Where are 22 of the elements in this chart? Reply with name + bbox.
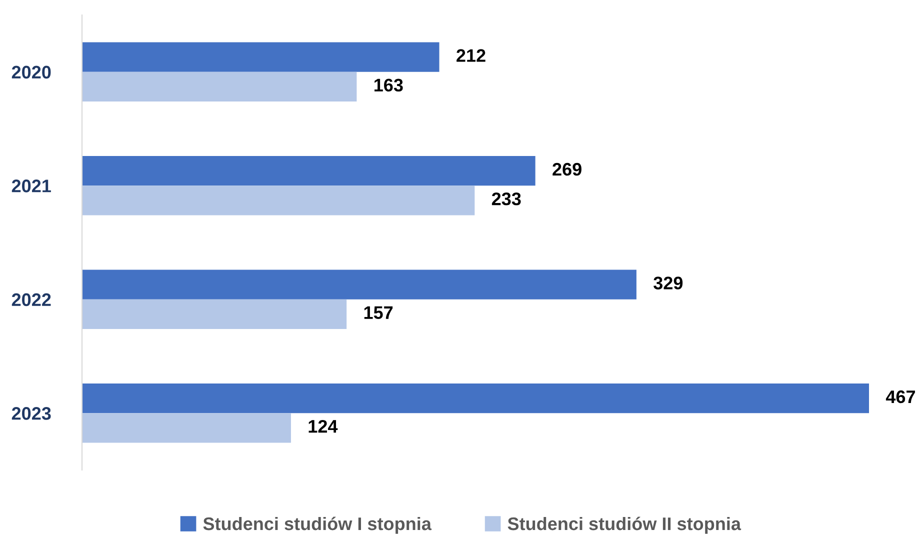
legend-label: Studenci studiów I stopnia bbox=[203, 516, 432, 534]
data-label: 212 bbox=[456, 49, 486, 62]
data-label: 233 bbox=[492, 192, 521, 206]
data-label: 269 bbox=[552, 162, 582, 176]
data-label: 157 bbox=[364, 306, 393, 320]
y-tick-label: 2021 bbox=[12, 180, 51, 192]
bar bbox=[82, 384, 869, 414]
bar bbox=[82, 270, 636, 300]
data-label: 467 bbox=[886, 390, 915, 404]
y-tick-label: 2022 bbox=[12, 293, 51, 306]
y-tick-label: 2023 bbox=[12, 407, 51, 420]
legend-label: Studenci studiów II stopnia bbox=[508, 516, 742, 534]
bar bbox=[82, 186, 475, 216]
bar bbox=[82, 299, 347, 329]
y-tick-label: 2020 bbox=[12, 66, 51, 79]
bar bbox=[82, 156, 536, 186]
data-label: 329 bbox=[654, 276, 683, 290]
bar bbox=[82, 72, 357, 102]
bar bbox=[82, 413, 291, 443]
data-label: 163 bbox=[374, 78, 403, 92]
bar bbox=[82, 42, 440, 72]
data-label: 124 bbox=[308, 420, 338, 433]
